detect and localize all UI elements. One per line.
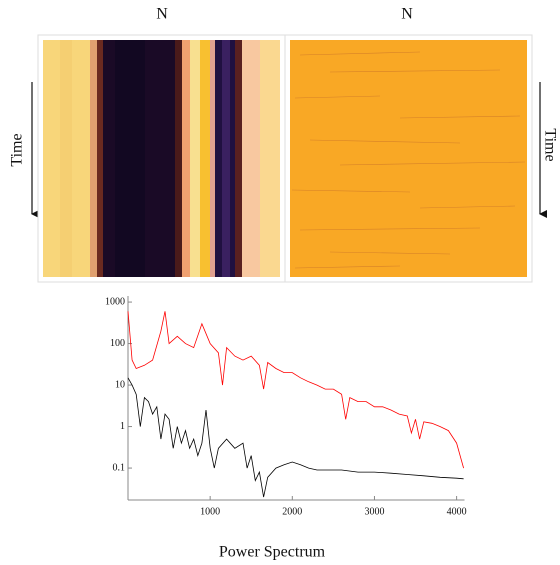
x-tick-label: 1000 — [200, 506, 220, 517]
chart-caption: Power Spectrum — [219, 544, 326, 561]
time-label: Time — [9, 133, 26, 166]
heatmap-right — [284, 34, 533, 283]
series-line — [127, 311, 464, 469]
series-line — [127, 377, 464, 498]
y-tick-label: 0.1 — [113, 462, 126, 473]
y-tick-label: 1 — [120, 421, 125, 432]
panel-title: N — [401, 6, 413, 23]
y-tick-label: 1000 — [105, 296, 125, 307]
time-label: Time — [541, 128, 558, 161]
x-tick-label: 4000 — [447, 506, 467, 517]
heatmap-left — [37, 34, 286, 283]
y-tick-label: 100 — [110, 338, 125, 349]
panel-title: N — [156, 6, 168, 23]
x-tick-label: 3000 — [364, 506, 384, 517]
x-tick-label: 2000 — [282, 506, 302, 517]
y-tick-label: 10 — [115, 379, 125, 390]
